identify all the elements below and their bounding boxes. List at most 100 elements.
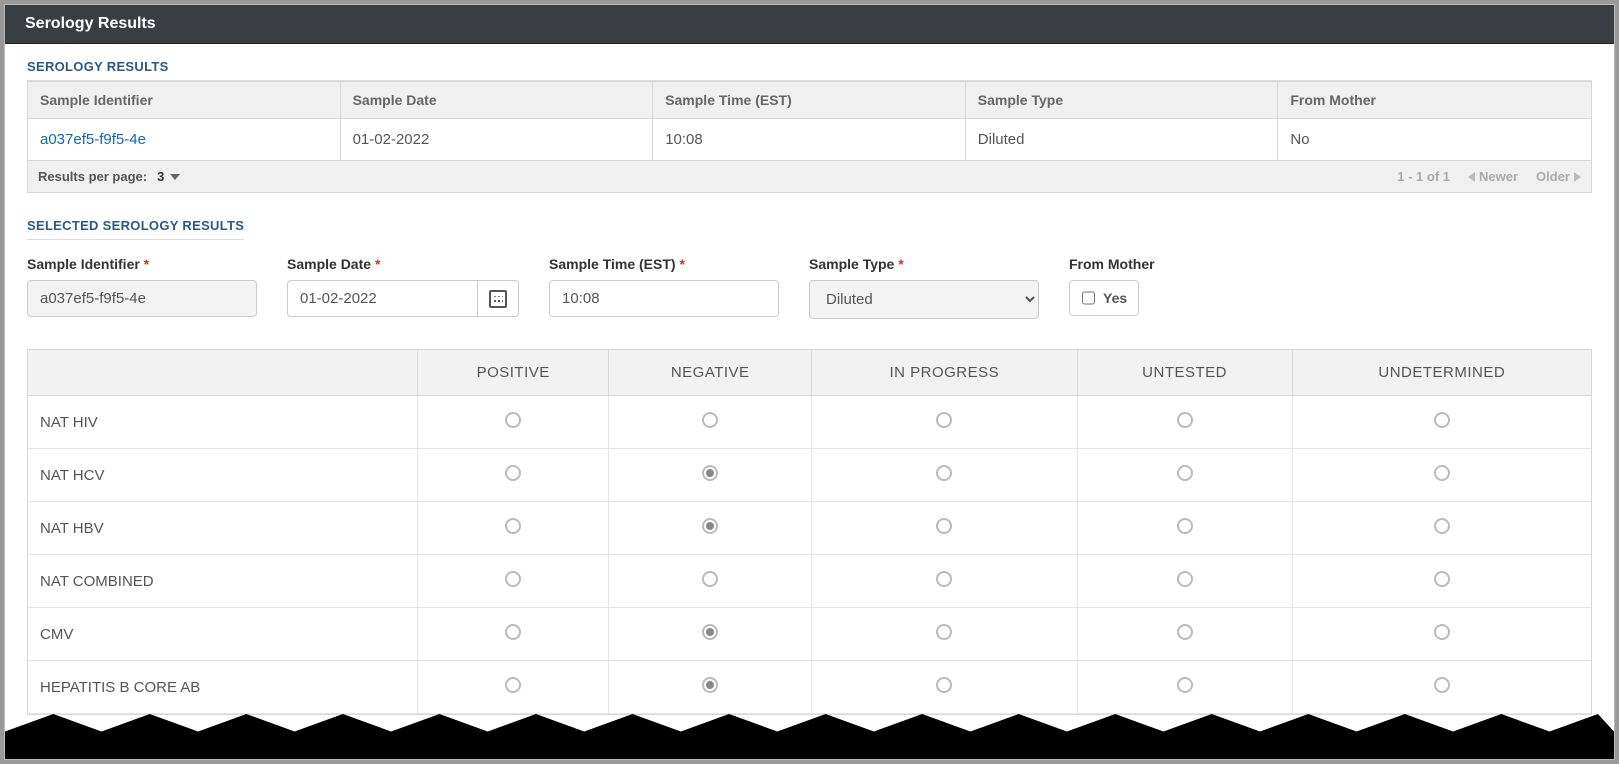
results-row: HEPATITIS B CORE AB	[28, 661, 1591, 714]
result-radio[interactable]	[505, 571, 521, 587]
result-radio[interactable]	[1434, 412, 1450, 428]
sample-type-select[interactable]: Diluted	[809, 280, 1039, 319]
result-cell	[812, 449, 1078, 502]
result-cell	[1078, 555, 1293, 608]
page-title: Serology Results	[25, 15, 156, 32]
result-cell	[1293, 608, 1591, 661]
result-radio[interactable]	[702, 412, 718, 428]
result-radio[interactable]	[936, 412, 952, 428]
col-from-mother[interactable]: From Mother	[1278, 82, 1591, 119]
result-radio[interactable]	[505, 412, 521, 428]
samples-table: Sample Identifier Sample Date Sample Tim…	[27, 81, 1592, 161]
cell-sample-date: 01-02-2022	[341, 119, 654, 160]
result-cell	[1293, 449, 1591, 502]
result-radio[interactable]	[702, 465, 718, 481]
result-radio[interactable]	[1434, 465, 1450, 481]
triangle-left-icon	[1468, 172, 1475, 182]
result-radio[interactable]	[1177, 518, 1193, 534]
results-row: NAT HBV	[28, 502, 1591, 555]
results-row: CMV	[28, 608, 1591, 661]
result-radio[interactable]	[1177, 624, 1193, 640]
result-cell	[1078, 449, 1293, 502]
result-cell	[609, 608, 812, 661]
section-selected-title: SELECTED SEROLOGY RESULTS	[27, 218, 244, 240]
result-radio[interactable]	[936, 624, 952, 640]
label-sample-identifier: Sample Identifier *	[27, 256, 257, 272]
sample-identifier-input[interactable]	[27, 280, 257, 317]
result-cell	[812, 661, 1078, 714]
test-label: NAT HBV	[28, 502, 418, 555]
selected-form: Sample Identifier * Sample Date * Sample…	[27, 256, 1592, 319]
result-cell	[418, 449, 609, 502]
result-radio[interactable]	[1434, 624, 1450, 640]
result-cell	[609, 396, 812, 449]
result-cell	[609, 502, 812, 555]
result-cell	[1078, 396, 1293, 449]
result-cell	[1078, 502, 1293, 555]
results-range: 1 - 1 of 1	[1397, 169, 1450, 184]
result-radio[interactable]	[702, 677, 718, 693]
result-cell	[1078, 661, 1293, 714]
result-cell	[1293, 396, 1591, 449]
triangle-right-icon	[1574, 172, 1581, 182]
sample-id-link[interactable]: a037ef5-f9f5-4e	[40, 131, 146, 148]
result-cell	[812, 555, 1078, 608]
results-row: NAT HCV	[28, 449, 1591, 502]
from-mother-checkbox[interactable]	[1082, 291, 1095, 305]
results-row: NAT COMBINED	[28, 555, 1591, 608]
result-radio[interactable]	[1177, 677, 1193, 693]
result-cell	[418, 502, 609, 555]
col-test-name	[28, 350, 418, 396]
col-undetermined: UNDETERMINED	[1293, 350, 1591, 396]
result-cell	[418, 555, 609, 608]
result-radio[interactable]	[936, 677, 952, 693]
chevron-down-icon	[170, 174, 180, 180]
result-radio[interactable]	[1434, 677, 1450, 693]
result-radio[interactable]	[1177, 465, 1193, 481]
result-radio[interactable]	[702, 624, 718, 640]
test-label: NAT COMBINED	[28, 555, 418, 608]
result-radio[interactable]	[505, 677, 521, 693]
result-radio[interactable]	[1177, 571, 1193, 587]
result-radio[interactable]	[1434, 518, 1450, 534]
col-sample-identifier[interactable]: Sample Identifier	[28, 82, 341, 119]
col-sample-time[interactable]: Sample Time (EST)	[653, 82, 966, 119]
older-button[interactable]: Older	[1536, 169, 1581, 184]
results-per-page-select[interactable]: 3	[157, 169, 180, 184]
results-per-page-value: 3	[157, 169, 164, 184]
label-sample-type: Sample Type *	[809, 256, 1039, 272]
page-title-bar: Serology Results	[5, 5, 1614, 44]
results-table: POSITIVE NEGATIVE IN PROGRESS UNTESTED U…	[27, 349, 1592, 715]
from-mother-checkbox-wrap[interactable]: Yes	[1069, 280, 1139, 316]
table-footer: Results per page: 3 1 - 1 of 1 Newer Old…	[27, 161, 1592, 193]
result-radio[interactable]	[505, 518, 521, 534]
col-positive: POSITIVE	[418, 350, 609, 396]
cell-from-mother: No	[1278, 119, 1591, 160]
result-radio[interactable]	[1434, 571, 1450, 587]
col-sample-date[interactable]: Sample Date	[341, 82, 654, 119]
cell-sample-type: Diluted	[966, 119, 1279, 160]
result-radio[interactable]	[702, 571, 718, 587]
test-label: NAT HIV	[28, 396, 418, 449]
result-radio[interactable]	[936, 571, 952, 587]
result-radio[interactable]	[936, 465, 952, 481]
col-sample-type[interactable]: Sample Type	[966, 82, 1279, 119]
result-cell	[812, 608, 1078, 661]
label-sample-date: Sample Date *	[287, 256, 519, 272]
app-frame: Serology Results SEROLOGY RESULTS Sample…	[4, 4, 1615, 760]
result-radio[interactable]	[936, 518, 952, 534]
datepicker-button[interactable]	[477, 280, 519, 317]
content-area: SEROLOGY RESULTS Sample Identifier Sampl…	[5, 44, 1614, 715]
results-row: NAT HIV	[28, 396, 1591, 449]
result-radio[interactable]	[1177, 412, 1193, 428]
result-radio[interactable]	[505, 465, 521, 481]
result-radio[interactable]	[505, 624, 521, 640]
result-cell	[418, 608, 609, 661]
result-radio[interactable]	[702, 518, 718, 534]
result-cell	[812, 502, 1078, 555]
table-row: a037ef5-f9f5-4e 01-02-2022 10:08 Diluted…	[28, 119, 1591, 160]
newer-button[interactable]: Newer	[1468, 169, 1518, 184]
result-cell	[418, 396, 609, 449]
sample-date-input[interactable]	[287, 280, 477, 317]
sample-time-input[interactable]	[549, 280, 779, 317]
